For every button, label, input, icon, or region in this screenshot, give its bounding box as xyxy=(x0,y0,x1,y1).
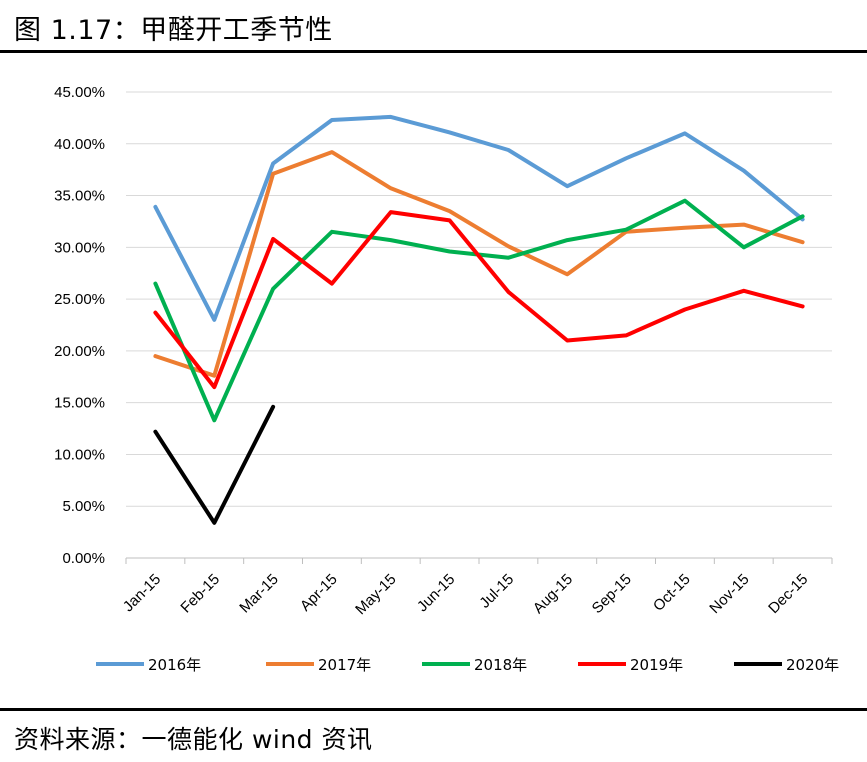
figure-title: 图 1.17：甲醛开工季节性 xyxy=(14,15,333,46)
x-tick-label: Feb-15 xyxy=(177,571,223,617)
x-tick-label: Jun-15 xyxy=(414,571,458,615)
x-tick-label: Aug-15 xyxy=(530,571,576,617)
x-tick-label: Dec-15 xyxy=(765,571,811,617)
y-tick-label: 5.00% xyxy=(62,498,105,515)
series-lines xyxy=(153,114,805,525)
legend-label: 2018年 xyxy=(474,656,527,674)
y-tick-label: 20.00% xyxy=(54,343,105,360)
x-tick-label: Apr-15 xyxy=(297,571,341,615)
y-tick-label: 0.00% xyxy=(62,550,105,567)
series-line xyxy=(153,114,805,322)
series-line xyxy=(153,404,276,525)
y-tick-label: 25.00% xyxy=(54,291,105,308)
legend: 2016年 2017年 2018年 2019年 2020年 xyxy=(96,656,839,674)
legend-label: 2019年 xyxy=(630,656,683,674)
y-axis-ticks: 0.00% 5.00% 10.00% 15.00% 20.00% 25.00% 30.00%… xyxy=(54,84,105,567)
series-line xyxy=(153,210,805,390)
y-tick-label: 35.00% xyxy=(54,188,105,205)
top-rule xyxy=(0,50,867,53)
legend-label: 2020年 xyxy=(786,656,839,674)
legend-label: 2016年 xyxy=(148,656,201,674)
x-tick-label: Sep-15 xyxy=(589,571,635,617)
y-tick-label: 15.00% xyxy=(54,395,105,412)
y-tick-label: 45.00% xyxy=(54,84,105,101)
y-tick-label: 30.00% xyxy=(54,239,105,256)
x-tick-label: Jul-15 xyxy=(476,571,517,612)
x-tick-label: Nov-15 xyxy=(706,571,752,617)
x-tick-label: Oct-15 xyxy=(650,571,694,615)
series-line xyxy=(153,198,805,423)
y-tick-label: 10.00% xyxy=(54,446,105,463)
x-tick-label: May-15 xyxy=(352,571,399,618)
x-tick-label: Jan-15 xyxy=(120,571,164,615)
legend-label: 2017年 xyxy=(318,656,371,674)
line-chart: 0.00% 5.00% 10.00% 15.00% 20.00% 25.00% 30.00%… xyxy=(54,84,839,674)
source-note: 资料来源：一德能化 wind 资讯 xyxy=(14,725,373,754)
y-tick-label: 40.00% xyxy=(54,136,105,153)
x-tick-label: Mar-15 xyxy=(236,571,282,617)
x-axis-ticks: Jan-15 Feb-15 Mar-15 Apr-15 May-15 Jun-15 Jul-… xyxy=(120,558,833,618)
series-line xyxy=(153,150,805,378)
bottom-rule xyxy=(0,708,867,711)
gridlines xyxy=(126,91,832,559)
